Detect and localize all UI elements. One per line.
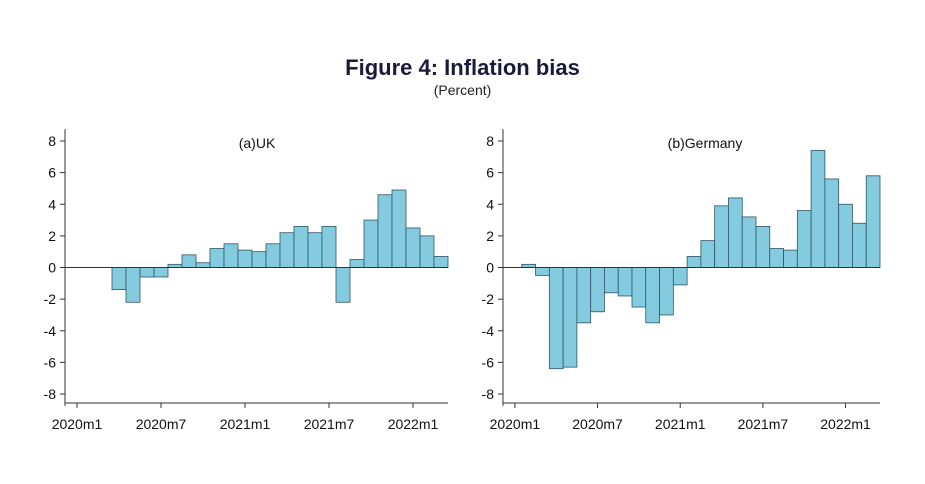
- y-tick-label: -4: [44, 323, 57, 339]
- y-tick-label: 4: [48, 196, 56, 212]
- bar-2021m7: [755, 225, 771, 268]
- bar-2020m6: [576, 267, 592, 324]
- figure-title: Figure 4: Inflation bias: [345, 55, 580, 80]
- x-tick-label: 2021m7: [738, 416, 789, 432]
- bar-2020m11: [645, 267, 660, 324]
- y-tick-label: -2: [482, 291, 495, 307]
- x-tick-label: 2020m1: [52, 416, 103, 432]
- y-tick-label: -6: [44, 354, 57, 370]
- bar-2021m8: [769, 248, 784, 268]
- y-tick-label: -2: [44, 291, 57, 307]
- bar-2022m2: [852, 222, 867, 268]
- bar-2021m1: [672, 267, 688, 286]
- y-tick-label: 6: [486, 165, 494, 181]
- panel-title-germany: (b)Germany: [668, 135, 743, 151]
- bar-2020m12: [659, 267, 674, 316]
- figure-subtitle: (Percent): [433, 82, 492, 98]
- bar-2021m12: [824, 178, 840, 268]
- bar-2021m5: [728, 197, 743, 268]
- y-tick-label: -8: [482, 386, 495, 402]
- bar-2021m9: [783, 249, 798, 268]
- x-tick-label: 2022m1: [820, 416, 871, 432]
- bar-2020m5: [562, 267, 578, 368]
- y-tick-label: 8: [486, 133, 494, 149]
- bar-2020m3: [535, 267, 550, 276]
- x-tick-label: 2021m1: [655, 416, 706, 432]
- y-tick-label: 0: [486, 260, 494, 276]
- y-tick-label: 2: [48, 228, 56, 244]
- y-tick-label: 8: [48, 133, 56, 149]
- bar-2021m11: [810, 150, 826, 268]
- y-tick-label: -6: [482, 354, 495, 370]
- panel-title-uk: (a)UK: [239, 135, 276, 151]
- bar-2021m6: [741, 216, 757, 268]
- bar-2020m10: [631, 267, 647, 308]
- bar-2020m7: [590, 267, 605, 313]
- bar-2020m9: [617, 267, 633, 297]
- x-tick-label: 2020m7: [572, 416, 623, 432]
- x-tick-label: 2020m1: [490, 416, 541, 432]
- bar-2022m1: [838, 203, 853, 268]
- bar-2022m3: [865, 175, 881, 268]
- x-tick-label: 2020m7: [136, 416, 187, 432]
- bar-2020m8: [604, 267, 619, 294]
- y-tick-label: 2: [486, 228, 494, 244]
- plot-area-uk: -8 -6 -4 -2 0 2 4 6 8 2020m1 2020m7 2021m1 2021m7 202…: [44, 129, 449, 432]
- y-tick-label: 6: [48, 165, 56, 181]
- y-tick-label: 0: [48, 260, 56, 276]
- y-tick-label: -8: [44, 386, 57, 402]
- bar-2021m4: [714, 205, 729, 268]
- plot-area-germany: -8 -6 -4 -2 0 2 4 6 8 2020m1 2020m7 2021m1 2021m7 202…: [482, 129, 881, 432]
- x-tick-label: 2021m7: [304, 416, 355, 432]
- y-tick-label: -4: [482, 323, 495, 339]
- bar-2021m3: [700, 240, 716, 268]
- y-tick-label: 4: [486, 196, 494, 212]
- bar-2020m4: [548, 267, 564, 370]
- bar-2021m2: [686, 256, 702, 268]
- x-tick-label: 2021m1: [220, 416, 271, 432]
- bar-2021m10: [796, 210, 812, 268]
- x-tick-label: 2022m1: [388, 416, 439, 432]
